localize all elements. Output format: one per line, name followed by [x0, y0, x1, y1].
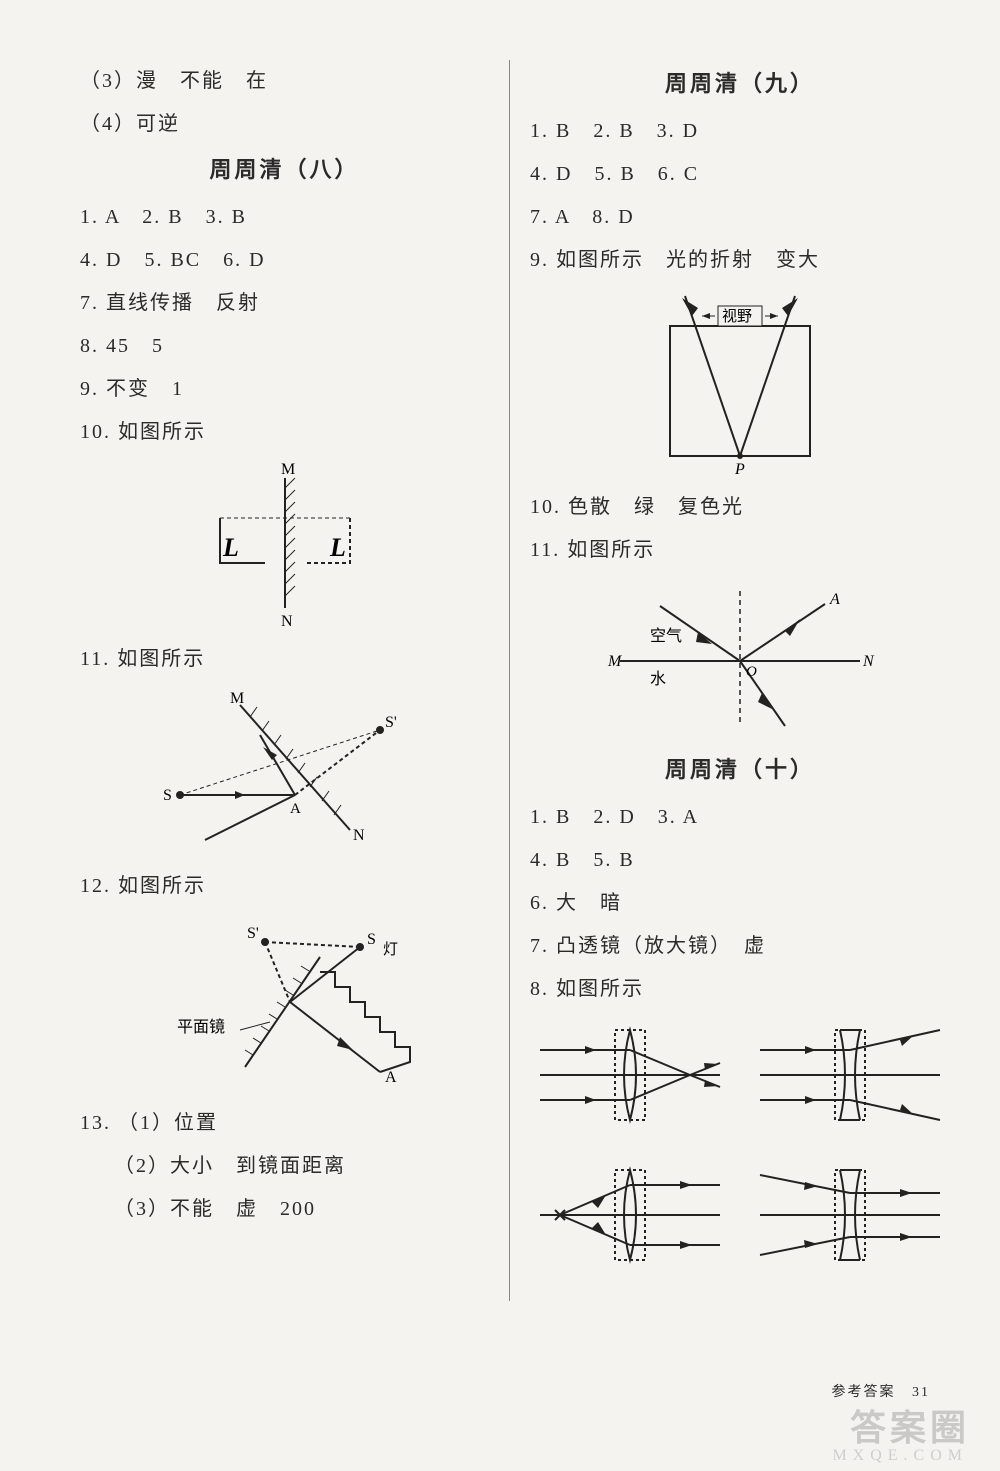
- figure-10-8: [530, 1015, 950, 1275]
- text-line: （3）漫 不能 在: [80, 64, 489, 93]
- label-S: S: [367, 931, 376, 948]
- label-A: A: [290, 801, 301, 817]
- text-line: 4. D 5. B 6. C: [530, 157, 950, 186]
- label-O: O: [746, 664, 757, 680]
- figure-9-9: 视野 P: [640, 286, 840, 476]
- text-line: 9. 不变 1: [80, 372, 489, 401]
- section-title-9: 周周清（九）: [530, 66, 950, 98]
- text-line: 7. 凸透镜（放大镜） 虚: [530, 929, 950, 958]
- page: （3）漫 不能 在 （4）可逆 周周清（八） 1. A 2. B 3. B 4.…: [0, 0, 1000, 1471]
- text-line: 4. D 5. BC 6. D: [80, 243, 489, 272]
- text-line: 1. B 2. B 3. D: [530, 114, 950, 143]
- text-line: 8. 如图所示: [530, 972, 950, 1001]
- text-line: 8. 45 5: [80, 329, 489, 358]
- label-shiye: 视野: [722, 308, 752, 325]
- label-A: A: [829, 591, 840, 608]
- label-S: S: [163, 787, 172, 804]
- label-L-left: L: [222, 533, 239, 562]
- label-water: 水: [650, 670, 666, 688]
- text-line: 11. 如图所示: [530, 533, 950, 562]
- right-column: 周周清（九） 1. B 2. B 3. D 4. D 5. B 6. C 7. …: [510, 50, 970, 1451]
- label-mirror: 平面镜: [177, 1017, 225, 1036]
- watermark-sub: MXQE.COM: [832, 1447, 968, 1465]
- text-line: 7. A 8. D: [530, 200, 950, 229]
- label-air: 空气: [650, 627, 682, 645]
- text-line: 10. 色散 绿 复色光: [530, 490, 950, 519]
- text-line: 12. 如图所示: [80, 869, 489, 898]
- text-line: （2）大小 到镜面距离: [80, 1149, 489, 1178]
- figure-9-11: 空气 水 M N O A: [600, 576, 880, 736]
- watermark: 答案圈: [850, 1399, 970, 1451]
- left-column: （3）漫 不能 在 （4）可逆 周周清（八） 1. A 2. B 3. B 4.…: [60, 50, 509, 1451]
- label-P: P: [734, 461, 745, 476]
- footer-label: 参考答案: [832, 1385, 896, 1400]
- text-line: 10. 如图所示: [80, 415, 489, 444]
- text-line: 1. B 2. D 3. A: [530, 800, 950, 829]
- figure-8-10: M N L L: [175, 458, 395, 628]
- label-deng: 灯: [383, 941, 398, 958]
- figure-8-11: M N S S' A: [145, 685, 425, 855]
- label-N: N: [862, 653, 875, 670]
- text-line: 13. （1）位置: [80, 1106, 489, 1135]
- label-M: M: [281, 461, 295, 478]
- text-line: 6. 大 暗: [530, 886, 950, 915]
- label-Sprime: S': [247, 925, 259, 942]
- label-Sprime: S': [385, 714, 397, 731]
- label-M: M: [607, 653, 623, 670]
- section-title-10: 周周清（十）: [530, 752, 950, 784]
- label-A: A: [385, 1069, 397, 1086]
- text-line: （3）不能 虚 200: [80, 1192, 489, 1221]
- text-line: （4）可逆: [80, 107, 489, 136]
- text-line: 7. 直线传播 反射: [80, 286, 489, 315]
- section-title-8: 周周清（八）: [80, 152, 489, 184]
- page-footer: 参考答案 31: [832, 1381, 931, 1401]
- label-M: M: [230, 690, 244, 707]
- text-line: 11. 如图所示: [80, 642, 489, 671]
- text-line: 4. B 5. B: [530, 843, 950, 872]
- figure-8-12: S' S 灯 A 平面镜: [145, 912, 425, 1092]
- label-L-right: L: [329, 533, 346, 562]
- label-N: N: [353, 827, 365, 844]
- footer-page: 31: [912, 1385, 930, 1400]
- text-line: 9. 如图所示 光的折射 变大: [530, 243, 950, 272]
- label-N: N: [281, 613, 293, 628]
- text-line: 1. A 2. B 3. B: [80, 200, 489, 229]
